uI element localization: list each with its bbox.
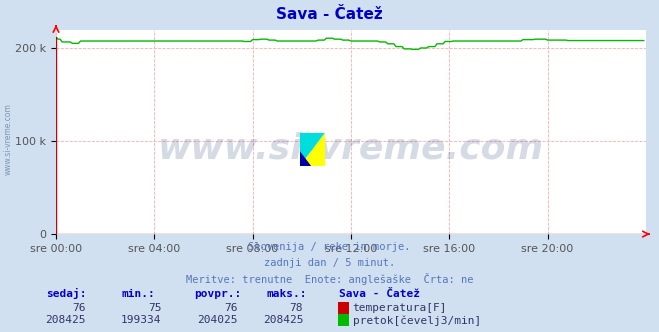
Text: maks.:: maks.: xyxy=(267,289,307,299)
Text: Sava - Čatež: Sava - Čatež xyxy=(276,7,383,23)
Text: 78: 78 xyxy=(290,303,303,313)
Text: 76: 76 xyxy=(224,303,237,313)
Polygon shape xyxy=(300,151,311,166)
Text: zadnji dan / 5 minut.: zadnji dan / 5 minut. xyxy=(264,258,395,268)
Text: 199334: 199334 xyxy=(121,315,161,325)
Text: povpr.:: povpr.: xyxy=(194,289,242,299)
Text: www.si-vreme.com: www.si-vreme.com xyxy=(3,104,13,175)
Text: temperatura[F]: temperatura[F] xyxy=(353,303,447,313)
Text: sedaj:: sedaj: xyxy=(46,288,86,299)
Polygon shape xyxy=(300,133,325,166)
Text: Meritve: trenutne  Enote: anglešaške  Črta: ne: Meritve: trenutne Enote: anglešaške Črta… xyxy=(186,273,473,285)
Text: Slovenija / reke in morje.: Slovenija / reke in morje. xyxy=(248,242,411,252)
Text: 76: 76 xyxy=(72,303,86,313)
Polygon shape xyxy=(300,133,325,166)
Text: min.:: min.: xyxy=(122,289,156,299)
Text: 75: 75 xyxy=(148,303,161,313)
Text: Sava - Čatež: Sava - Čatež xyxy=(339,289,420,299)
Text: 208425: 208425 xyxy=(45,315,86,325)
Text: pretok[čevelj3/min]: pretok[čevelj3/min] xyxy=(353,315,481,326)
Text: 204025: 204025 xyxy=(197,315,237,325)
Text: www.si-vreme.com: www.si-vreme.com xyxy=(158,131,544,165)
Text: 208425: 208425 xyxy=(263,315,303,325)
